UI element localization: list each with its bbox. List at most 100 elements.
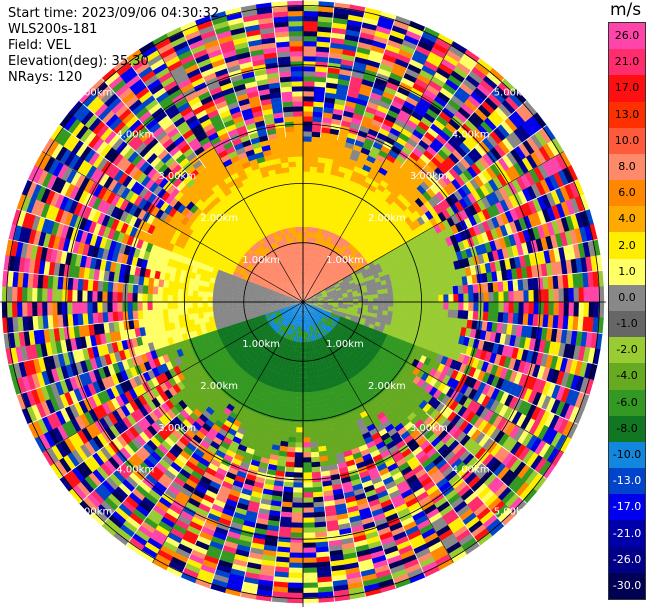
range-gate bbox=[340, 251, 347, 258]
range-gate bbox=[384, 113, 397, 124]
range-gate bbox=[303, 126, 313, 132]
range-gate bbox=[303, 45, 318, 52]
range-gate bbox=[312, 268, 316, 274]
range-gate bbox=[325, 87, 338, 94]
range-gate bbox=[338, 130, 349, 138]
range-gate bbox=[432, 138, 445, 150]
range-gate bbox=[303, 71, 316, 77]
range-gate bbox=[479, 79, 495, 94]
range-gate bbox=[303, 61, 317, 67]
range-gate bbox=[452, 285, 459, 295]
range-gate bbox=[288, 431, 297, 438]
range-gate bbox=[448, 294, 454, 303]
range-gate bbox=[367, 128, 379, 138]
range-gate bbox=[295, 437, 303, 443]
range-gate bbox=[372, 141, 384, 151]
range-gate bbox=[339, 257, 346, 264]
range-gate bbox=[360, 147, 371, 156]
range-gate bbox=[333, 251, 339, 258]
range-gate bbox=[350, 245, 357, 253]
range-gate bbox=[304, 261, 308, 268]
range-gate bbox=[441, 107, 456, 120]
range-gate bbox=[315, 66, 329, 73]
range-gate bbox=[448, 118, 462, 131]
range-gate bbox=[456, 86, 471, 100]
range-gate bbox=[315, 264, 320, 270]
range-gate bbox=[518, 302, 524, 315]
range-gate bbox=[337, 135, 348, 143]
range-gate bbox=[302, 472, 313, 478]
range-gate bbox=[409, 151, 421, 162]
range-gate bbox=[304, 276, 306, 282]
range-gate bbox=[393, 302, 399, 308]
range-gate bbox=[409, 133, 422, 144]
range-gate bbox=[304, 292, 306, 298]
range-gate bbox=[321, 182, 329, 190]
range-gate bbox=[376, 196, 386, 205]
range-gate bbox=[329, 174, 338, 181]
range-gate bbox=[391, 176, 402, 186]
range-gate bbox=[296, 407, 303, 413]
range-gate bbox=[308, 246, 312, 253]
range-gate bbox=[503, 302, 509, 314]
range-gate bbox=[303, 10, 319, 17]
range-gate bbox=[303, 206, 309, 212]
range-gate bbox=[398, 302, 404, 308]
range-gate bbox=[360, 120, 372, 129]
range-gate bbox=[313, 91, 326, 98]
range-gate bbox=[427, 308, 434, 316]
range-gate bbox=[328, 179, 336, 186]
range-gate bbox=[309, 278, 313, 284]
range-gate bbox=[387, 306, 394, 312]
range-gate bbox=[307, 391, 313, 398]
range-gate bbox=[383, 158, 394, 168]
range-gate bbox=[378, 297, 384, 303]
range-gate bbox=[412, 283, 418, 291]
range-gate bbox=[313, 501, 325, 508]
range-gate bbox=[387, 132, 399, 142]
range-gate bbox=[302, 372, 307, 378]
range-gate bbox=[426, 145, 438, 157]
range-gate bbox=[339, 203, 347, 211]
range-gate bbox=[382, 306, 389, 312]
range-gate bbox=[315, 177, 323, 184]
range-gate bbox=[343, 39, 359, 47]
range-gate bbox=[447, 74, 463, 88]
range-gate bbox=[293, 381, 299, 388]
range-gate bbox=[312, 279, 316, 285]
range-gate bbox=[308, 196, 315, 203]
range-gate bbox=[508, 291, 514, 303]
range-gate bbox=[404, 173, 415, 183]
range-gate bbox=[302, 577, 318, 584]
range-gate bbox=[375, 154, 387, 164]
range-gate bbox=[426, 56, 442, 68]
range-gate bbox=[293, 467, 303, 473]
range-gate bbox=[325, 270, 331, 276]
range-gate bbox=[312, 396, 319, 402]
range-gate bbox=[336, 171, 346, 179]
range-gate bbox=[338, 249, 345, 256]
range-gate bbox=[303, 96, 315, 102]
range-gate bbox=[317, 157, 327, 164]
range-gate bbox=[374, 30, 391, 40]
range-gate bbox=[400, 77, 416, 88]
range-gate bbox=[302, 407, 309, 413]
range-gate bbox=[335, 241, 342, 248]
range-gate bbox=[397, 193, 407, 203]
range-gate bbox=[333, 2, 351, 10]
range-gate bbox=[528, 302, 534, 315]
range-gate bbox=[476, 83, 492, 98]
range-gate bbox=[353, 166, 363, 174]
range-gate bbox=[360, 168, 370, 177]
range-gate bbox=[331, 22, 348, 30]
range-gate bbox=[302, 462, 312, 468]
range-gate bbox=[334, 98, 347, 106]
range-gate bbox=[415, 45, 432, 57]
range-gate bbox=[353, 61, 368, 70]
range-gate bbox=[438, 294, 444, 303]
range-gate bbox=[309, 421, 317, 428]
range-gate bbox=[290, 517, 303, 523]
range-gate bbox=[400, 105, 414, 116]
range-gate bbox=[395, 154, 407, 165]
range-gate bbox=[312, 263, 316, 269]
